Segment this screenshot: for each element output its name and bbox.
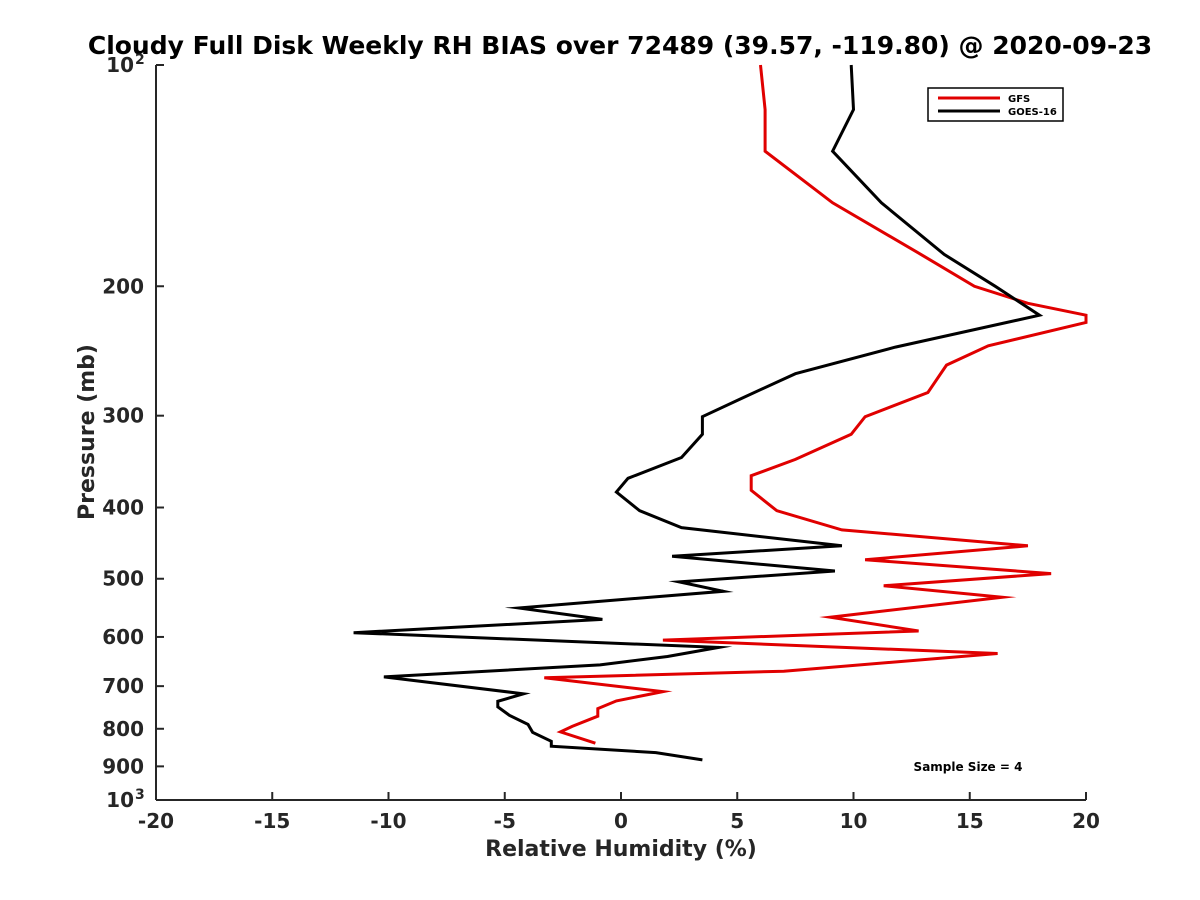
legend: GFS GOES-16 [927,87,1064,122]
y-tick-exponent: 3 [135,787,145,803]
y-tick-label: 300 [102,404,144,428]
x-tick-label: -15 [254,809,290,833]
y-tick-label: 700 [102,674,144,698]
legend-label-gfs: GFS [1008,94,1030,105]
x-tick-label: -10 [370,809,406,833]
y-tick-label: 200 [102,274,144,298]
y-tick-label: 800 [102,717,144,741]
sample-size-annotation: Sample Size = 4 [914,760,1023,774]
chart-title: Cloudy Full Disk Weekly RH BIAS over 724… [88,31,1152,60]
x-axis-label: Relative Humidity (%) [485,837,757,862]
y-tick-label: 500 [102,567,144,591]
legend-box [927,87,1064,122]
y-tick-label: 900 [102,754,144,778]
series-line-goes16 [353,64,1044,762]
x-tick-label: 5 [730,809,744,833]
x-tick-label: 10 [840,809,868,833]
y-axis-label: Pressure (mb) [75,344,100,520]
y-tick-label: 10 [106,53,134,77]
series-layer [353,64,1088,762]
y-tick-exponent: 2 [135,52,145,68]
x-axis-ticks: -20 -15 -10 -5 0 5 10 15 20 [138,792,1100,833]
legend-label-goes16: GOES-16 [1008,107,1057,118]
x-tick-label: 0 [614,809,628,833]
y-tick-label: 400 [102,496,144,520]
y-tick-label: 600 [102,625,144,649]
x-tick-label: -5 [494,809,516,833]
y-tick-label: 10 [106,788,134,812]
x-tick-label: 20 [1072,809,1100,833]
x-tick-label: 15 [956,809,984,833]
x-tick-label: -20 [138,809,174,833]
series-line-gfs [544,64,1088,745]
